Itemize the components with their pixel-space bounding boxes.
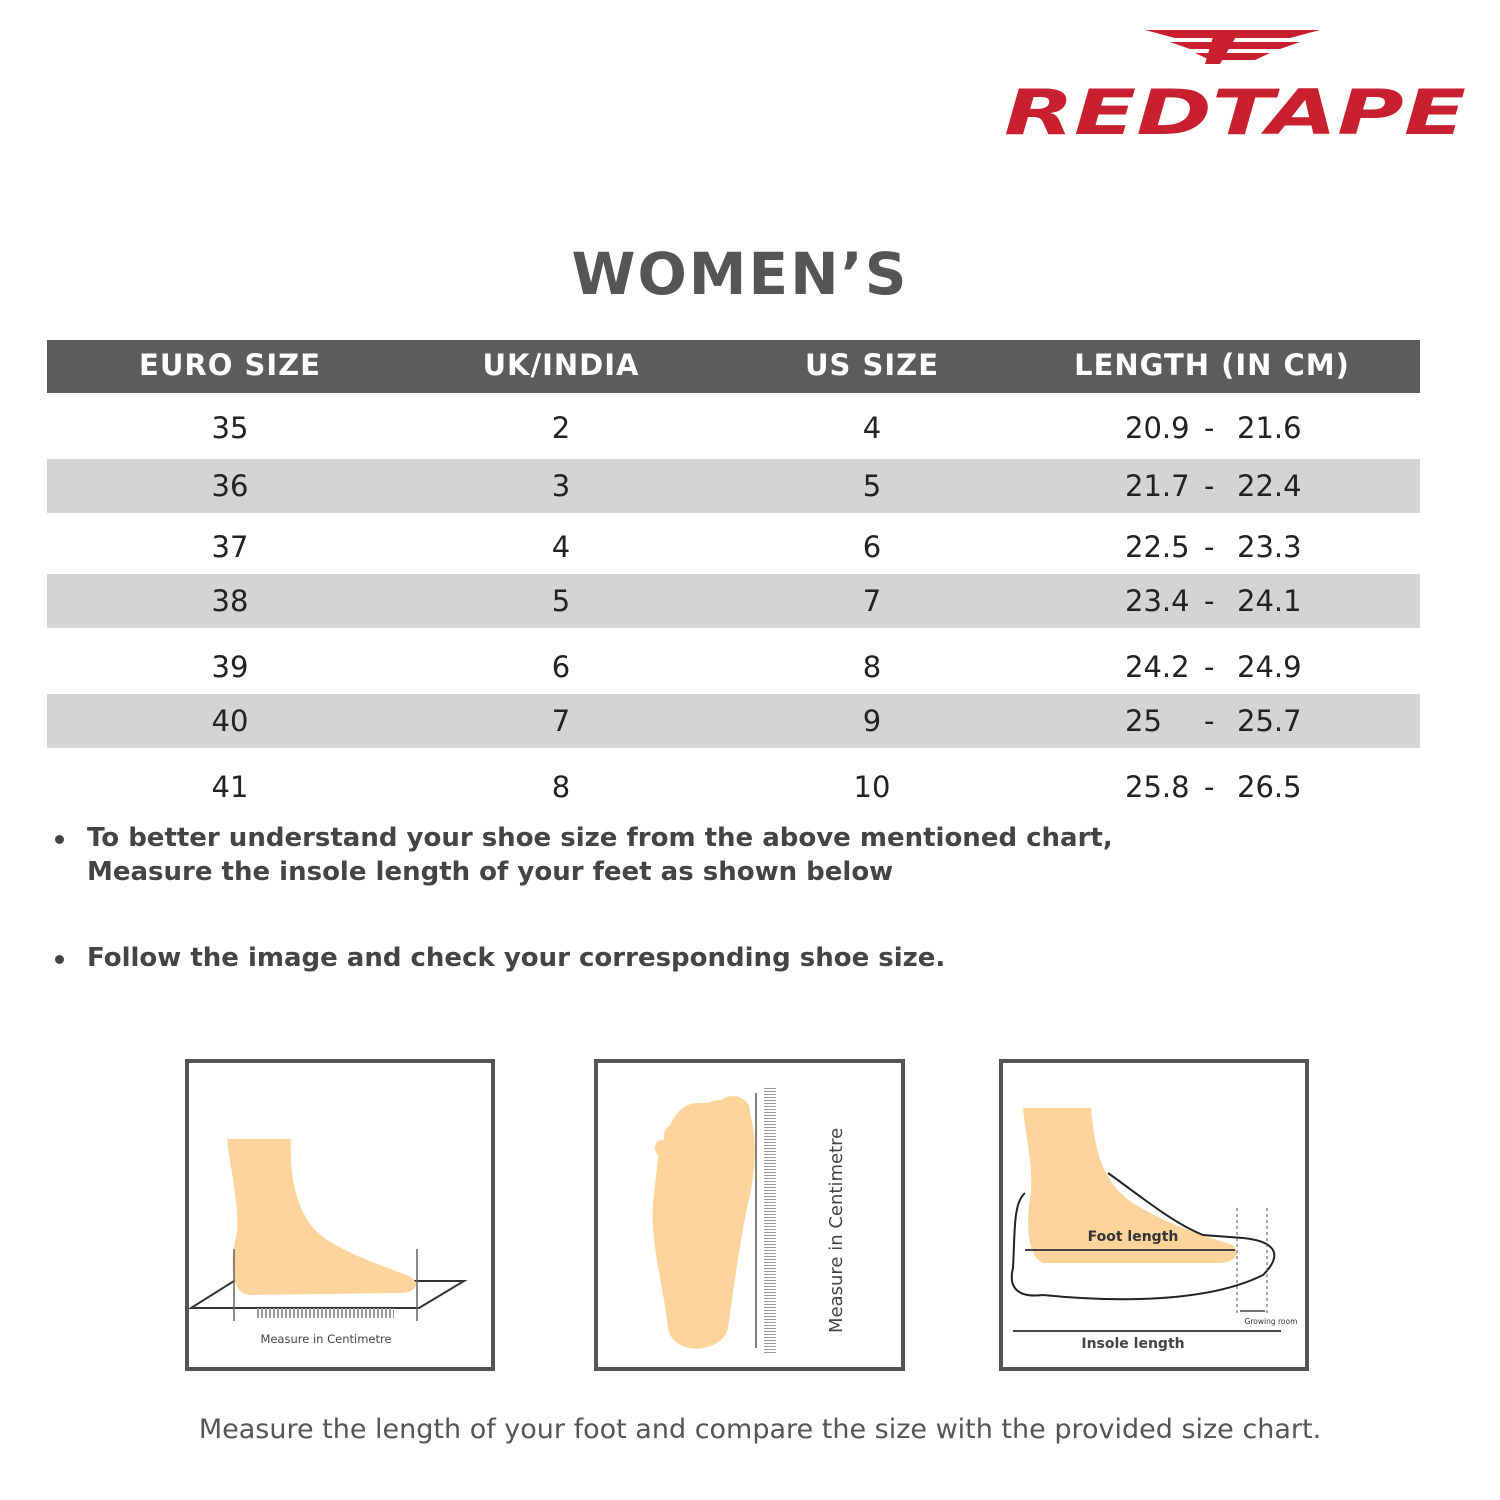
cell-uk-india: 3 [551,469,571,503]
cell-euro-size: 40 [211,704,249,738]
footer-instruction: Measure the length of your foot and comp… [198,1414,1322,1445]
cell-length-separator: - [1204,650,1215,684]
cell-length-separator: - [1204,770,1215,804]
cell-length-max: 23.3 [1237,530,1302,564]
cell-length-separator: - [1204,469,1215,503]
cell-us-size: 7 [862,584,882,618]
caption-measure: Measure in Centimetre [260,1332,391,1346]
label-foot-length: Foot length [1088,1229,1179,1245]
cell-length-min: 25 [1125,704,1162,738]
cell-us-size: 8 [862,650,882,684]
table-row: 41 8 10 25.8-26.5 [47,760,1420,814]
cell-us-size: 4 [862,411,882,445]
cell-uk-india: 5 [551,584,571,618]
table-row: 38 5 7 23.4-24.1 [47,574,1420,628]
label-insole-length: Insole length [1081,1336,1184,1352]
cell-us-size: 6 [862,530,882,564]
illustration-shoe: Foot length Growing room Insole length [999,1059,1309,1371]
cell-uk-india: 6 [551,650,571,684]
cell-uk-india: 8 [551,770,571,804]
table-row: 35 2 4 20.9-21.6 [47,401,1420,455]
shoe-foot-icon: Foot length Growing room Insole length [1010,1108,1298,1352]
cell-uk-india: 4 [551,530,571,564]
table-row: 40 7 9 25 -25.7 [47,694,1420,748]
cell-length-min: 24.2 [1125,650,1190,684]
redtape-logo: REDTAPE [1004,30,1466,141]
cell-length-min: 20.9 [1125,411,1190,445]
sole-icon: Measure in Centimetre [652,1088,847,1353]
cell-euro-size: 38 [211,584,249,618]
cell-length-max: 21.6 [1237,411,1302,445]
cell-length-separator: - [1204,530,1215,564]
cell-length-min: 22.5 [1125,530,1190,564]
header-length: LENGTH (IN CM) [1074,348,1350,382]
cell-euro-size: 37 [211,530,249,564]
cell-length-min: 25.8 [1125,770,1190,804]
illustration-side-foot: Measure in Centimetre [185,1059,495,1371]
bullet-icon [55,835,64,844]
cell-us-size: 5 [862,469,882,503]
table-row: 39 6 8 24.2-24.9 [47,640,1420,694]
note-follow-image: Follow the image and check your correspo… [55,941,945,975]
page-title: WOMEN’S [571,240,909,308]
cell-length-max: 25.7 [1237,704,1302,738]
cell-length-separator: - [1204,704,1215,738]
cell-length-max: 24.1 [1237,584,1302,618]
table-header: EURO SIZE UK/INDIA US SIZE LENGTH (IN CM… [47,340,1420,393]
cell-euro-size: 36 [211,469,249,503]
caption-measure-vertical: Measure in Centimetre [826,1128,847,1333]
cell-uk-india: 2 [551,411,571,445]
illustration-sole: Measure in Centimetre [594,1059,905,1371]
cell-length-separator: - [1204,584,1215,618]
label-growing-room: Growing room [1245,1317,1298,1326]
note-measure-insole: To better understand your shoe size from… [55,821,1113,889]
cell-euro-size: 39 [211,650,249,684]
svg-text:REDTAPE: REDTAPE [1004,76,1466,141]
cell-us-size: 9 [862,704,882,738]
cell-length-max: 22.4 [1237,469,1302,503]
table-row: 37 4 6 22.5-23.3 [47,520,1420,574]
header-euro-size: EURO SIZE [139,348,321,382]
cell-us-size: 10 [853,770,891,804]
cell-euro-size: 35 [211,411,249,445]
cell-length-separator: - [1204,411,1215,445]
header-us-size: US SIZE [804,348,940,382]
cell-length-min: 23.4 [1125,584,1190,618]
cell-length-max: 24.9 [1237,650,1302,684]
cell-euro-size: 41 [211,770,249,804]
bullet-icon [55,955,64,964]
cell-length-max: 26.5 [1237,770,1302,804]
cell-length-min: 21.7 [1125,469,1190,503]
side-foot-icon: Measure in Centimetre [187,1139,468,1346]
header-uk-india: UK/INDIA [482,348,640,382]
table-row: 36 3 5 21.7-22.4 [47,459,1420,513]
cell-uk-india: 7 [551,704,571,738]
